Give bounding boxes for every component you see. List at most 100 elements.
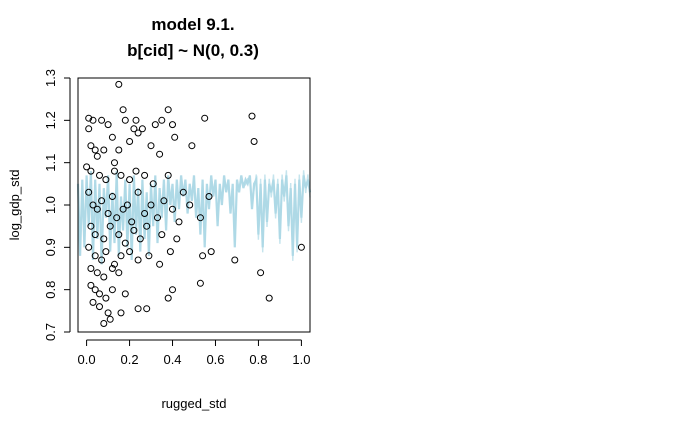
data-point: [250, 138, 258, 145]
data-point: [100, 235, 108, 243]
data-point: [104, 309, 112, 317]
data-point: [115, 269, 123, 277]
data-point: [106, 315, 114, 323]
data-point: [91, 252, 99, 260]
data-point: [199, 252, 207, 260]
data-point: [297, 243, 305, 251]
data-point: [169, 121, 176, 129]
chart-title-line-2: b[cid] ~ N(0, 0.3): [127, 41, 259, 60]
data-point: [111, 167, 118, 175]
data-point: [188, 142, 196, 150]
x-axis-label: rugged_std: [161, 396, 226, 411]
x-axis: 0.0 0.2 0.4 0.6 0.8 1.0: [78, 339, 310, 367]
data-point: [102, 176, 110, 184]
data-point: [130, 125, 138, 133]
data-point: [143, 305, 151, 313]
prior-line: [77, 170, 311, 261]
data-point: [134, 129, 142, 137]
x-tick-label: 0.2: [121, 352, 139, 367]
data-points: [83, 80, 305, 327]
data-point: [121, 290, 129, 298]
data-point: [104, 210, 112, 217]
data-point: [132, 167, 140, 175]
data-point: [179, 188, 187, 196]
data-point: [87, 167, 95, 175]
data-point: [117, 309, 125, 317]
data-point: [102, 294, 110, 302]
data-point: [106, 222, 114, 230]
data-point: [93, 152, 101, 160]
data-point: [119, 106, 127, 114]
data-point: [113, 214, 121, 222]
data-point: [248, 112, 256, 120]
plot-box: [77, 77, 311, 333]
data-point: [196, 214, 204, 222]
y-tick-label: 0.8: [43, 281, 58, 299]
data-point: [164, 294, 172, 302]
data-point: [96, 303, 103, 311]
data-point: [141, 171, 149, 179]
data-point: [132, 116, 140, 124]
prior-lines: [76, 170, 312, 265]
data-point: [201, 114, 209, 122]
x-tick-label: 0.4: [163, 352, 181, 367]
data-point: [104, 121, 112, 129]
data-point: [91, 146, 99, 154]
y-tick-label: 1.2: [43, 111, 58, 129]
data-point: [154, 214, 161, 222]
data-point: [91, 286, 99, 294]
data-point: [87, 281, 95, 289]
data-point: [119, 205, 127, 213]
data-point: [128, 218, 136, 226]
data-point: [173, 235, 181, 243]
data-point: [85, 188, 93, 196]
data-point: [169, 286, 176, 294]
data-point: [149, 180, 157, 188]
y-tick-label: 0.9: [43, 238, 58, 256]
data-point: [265, 294, 273, 302]
data-point: [96, 290, 103, 298]
data-point: [87, 142, 95, 150]
data-point: [89, 298, 97, 306]
data-point: [108, 286, 116, 294]
data-point: [156, 260, 164, 268]
data-point: [169, 205, 176, 213]
data-point: [143, 222, 151, 230]
data-point: [171, 133, 179, 141]
y-tick-label: 1.3: [43, 69, 58, 87]
data-point: [93, 269, 101, 277]
data-point: [115, 146, 123, 154]
data-point: [108, 265, 116, 272]
data-point: [231, 256, 239, 264]
y-tick-label: 0.7: [43, 323, 58, 341]
data-point: [147, 201, 155, 209]
data-point: [160, 197, 168, 205]
data-point: [115, 80, 123, 88]
data-point: [98, 256, 106, 264]
data-point: [85, 125, 93, 133]
x-tick-label: 0.0: [78, 352, 96, 367]
data-point: [166, 248, 174, 256]
data-point: [151, 121, 159, 129]
data-point: [87, 222, 95, 230]
x-tick-label: 1.0: [292, 352, 310, 367]
data-point: [145, 252, 153, 260]
data-point: [93, 205, 101, 213]
data-point: [186, 201, 194, 209]
data-point: [108, 133, 116, 141]
y-tick-label: 1.0: [43, 196, 58, 214]
data-point: [156, 150, 164, 158]
data-point: [158, 231, 166, 239]
data-point: [91, 231, 99, 239]
y-axis: 0.7 0.8 0.9 1.0 1.1 1.2 1.3: [43, 69, 71, 341]
data-point: [96, 171, 103, 179]
data-point: [205, 193, 213, 200]
data-point: [126, 248, 134, 256]
data-point: [257, 269, 265, 277]
data-point: [89, 201, 97, 209]
data-point: [100, 320, 108, 327]
data-point: [121, 116, 129, 124]
data-point: [123, 201, 131, 209]
data-point: [98, 197, 106, 205]
